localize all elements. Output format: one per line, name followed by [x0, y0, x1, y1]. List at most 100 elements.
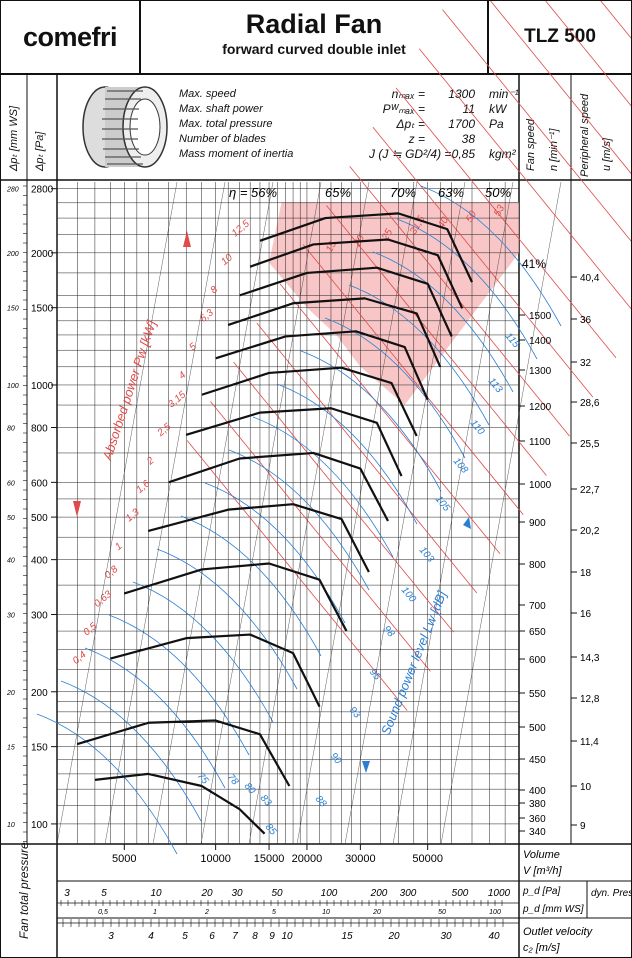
peripheral-speed-label: 28,6	[580, 398, 600, 409]
pd-pa-label: 100	[321, 888, 338, 899]
x-tick-label: 50000	[412, 853, 443, 865]
peripheral-speed-label: 9	[580, 821, 586, 832]
pd-mmws-unit: p_d [mm WS]	[522, 904, 584, 915]
pd-mmws-label: 1	[153, 909, 157, 916]
spec-value: 1300	[448, 87, 475, 101]
page-subtitle: forward curved double inlet	[222, 41, 406, 57]
speed-curve	[201, 366, 418, 437]
spec-value: 1700	[448, 117, 475, 131]
power-label: 10	[219, 252, 235, 268]
header: comefri Radial Fan forward curved double…	[1, 1, 631, 75]
sound-power-line	[204, 482, 346, 624]
y-tick-label-pa: 200	[31, 688, 48, 699]
power-line	[186, 440, 408, 711]
efficiency-label: η = 56%	[229, 185, 277, 200]
y-tick-label-pa: 150	[31, 743, 48, 754]
spec-symbol: nₘₐₓ =	[391, 87, 425, 101]
power-line	[279, 283, 501, 555]
peripheral-speed-label: 18	[580, 568, 592, 579]
peripheral-speed-label: 36	[580, 315, 592, 326]
pd-pa-label: 50	[271, 888, 283, 899]
sound-power-line	[276, 383, 418, 525]
spec-unit: Pa	[489, 117, 504, 131]
spec-labels: Max. speed Max. shaft power Max. total p…	[179, 87, 293, 162]
sound-power-line	[108, 614, 250, 756]
peripheral-speed-label: 20,2	[580, 526, 600, 537]
speed-label: 380	[529, 799, 546, 810]
c2-label: 8	[252, 931, 258, 942]
page-title: Radial Fan	[245, 9, 383, 39]
power-line	[418, 48, 631, 310]
pd-mmws-label: 50	[438, 909, 446, 916]
system-line	[344, 181, 466, 845]
x-tick-label: 15000	[254, 853, 285, 865]
sound-power-label: 113	[486, 376, 505, 396]
speed-label: 550	[529, 689, 546, 700]
system-line	[296, 181, 418, 845]
pd-pa-unit: p_d [Pa]	[522, 886, 560, 897]
y-tick-label-mmws: 50	[7, 515, 15, 522]
sound-power-label: 90	[328, 751, 344, 767]
power-line	[535, 1, 631, 123]
pd-pa-label: 5	[101, 888, 107, 899]
brand-logo: comefri	[1, 1, 141, 73]
system-line	[56, 181, 178, 845]
spec-value: 38	[461, 132, 475, 146]
spec-value: 0,85	[451, 147, 475, 161]
sound-power-line	[348, 284, 490, 426]
pd-pa-label: 500	[452, 888, 469, 899]
speed-curve	[185, 407, 403, 477]
y-tick-label-mmws: 150	[7, 306, 19, 313]
y-tick-label-pa: 100	[31, 820, 48, 831]
system-line	[104, 181, 226, 845]
power-label: 2	[144, 455, 156, 468]
power-label: 4	[177, 370, 189, 382]
spec-symbol: z =	[408, 132, 425, 146]
y-tick-label-mmws: 200	[6, 251, 19, 258]
sound-power-label: 105	[433, 494, 452, 514]
outlet-velocity-unit: c₂ [m/s]	[523, 942, 561, 954]
x-tick-label: 10000	[200, 853, 231, 865]
pd-mmws-label: 2	[204, 909, 209, 916]
power-label: 53	[492, 203, 507, 219]
pd-mmws-label: 100	[489, 909, 501, 916]
speed-label: 360	[529, 814, 546, 825]
speed-label: 1100	[529, 437, 551, 448]
y-tick-label-mmws: 40	[7, 558, 15, 565]
outlet-velocity-label: Outlet velocity	[523, 926, 594, 938]
power-label: 2,5	[155, 421, 174, 439]
peripheral-speed-label: 14,3	[580, 653, 600, 664]
sound-power-label: 103	[417, 545, 436, 565]
power-label: 12,5	[230, 218, 252, 239]
pd-pa-label: 3	[64, 888, 70, 899]
y-tick-label-mmws: 30	[7, 612, 15, 619]
speed-curve	[259, 212, 474, 283]
spec-label: Mass moment of inertia	[179, 148, 294, 160]
power-line	[545, 1, 631, 107]
sound-power-line	[396, 218, 538, 360]
power-label: 1,3	[124, 507, 142, 525]
sound-power-line	[60, 680, 202, 822]
efficiency-label: 50%	[485, 185, 511, 200]
c2-label: 20	[387, 931, 400, 942]
power-label: 0,63	[92, 589, 114, 610]
y-tick-label-pa: 600	[31, 478, 48, 489]
speed-curve	[168, 451, 389, 522]
spec-label: Max. speed	[179, 88, 236, 100]
sound-power-line	[420, 185, 562, 327]
speed-curve	[76, 719, 291, 787]
speed-label: 900	[529, 518, 546, 529]
peripheral-speed-label: 25,5	[580, 439, 600, 450]
y-tick-label-pa: 2000	[31, 249, 54, 260]
sound-power-label: 98	[381, 624, 397, 640]
title-box: Radial Fan forward curved double inlet	[141, 1, 489, 73]
pd-pa-label: 1000	[488, 888, 511, 899]
peripheral-speed-label: 12,8	[580, 694, 600, 705]
sound-power-label: 80	[242, 781, 258, 797]
c2-label: 40	[488, 931, 500, 942]
speed-curve	[123, 562, 348, 632]
speed-curve	[94, 772, 266, 835]
sound-power-line	[252, 416, 394, 558]
